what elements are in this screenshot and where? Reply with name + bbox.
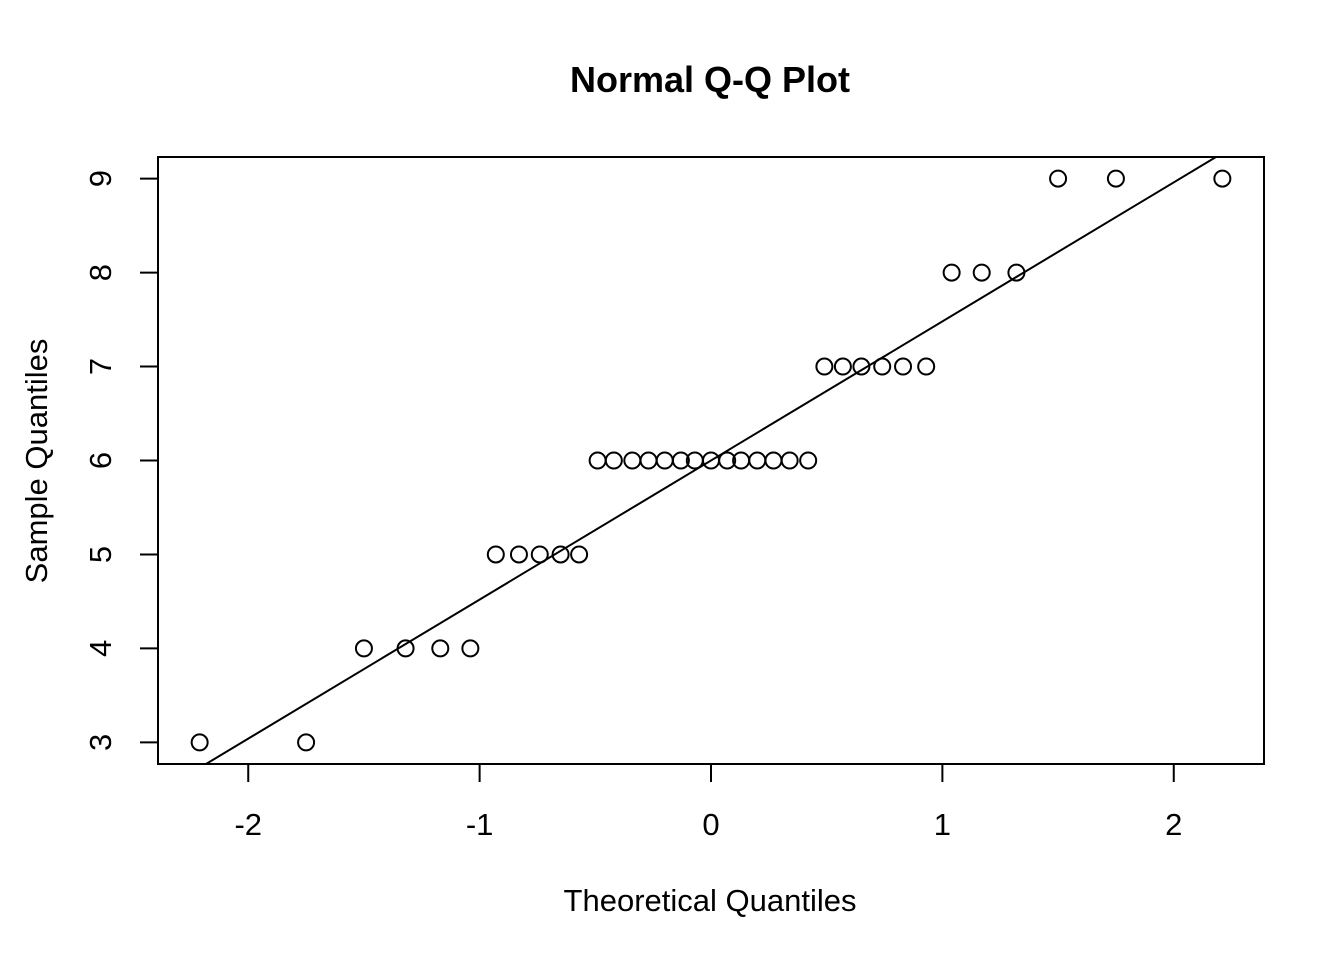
- y-tick-label: 4: [83, 640, 118, 657]
- data-point: [1049, 169, 1068, 188]
- data-point: [833, 357, 852, 376]
- qq-reference-line: [204, 157, 1218, 764]
- data-point: [671, 451, 690, 470]
- data-point: [570, 545, 589, 564]
- x-tick-label: 2: [1165, 807, 1182, 842]
- y-tick-label: 7: [83, 358, 118, 375]
- data-point: [190, 733, 209, 752]
- data-point: [655, 451, 674, 470]
- data-point: [815, 357, 834, 376]
- data-point: [639, 451, 658, 470]
- y-axis-label: Sample Quantiles: [19, 339, 54, 584]
- data-point: [588, 451, 607, 470]
- data-point: [604, 451, 623, 470]
- y-tick-label: 9: [83, 170, 118, 187]
- data-point: [718, 451, 737, 470]
- y-tick-label: 5: [83, 546, 118, 563]
- x-tick-label: -1: [466, 807, 494, 842]
- x-tick-label: 0: [702, 807, 719, 842]
- data-point: [623, 451, 642, 470]
- data-point: [551, 545, 570, 564]
- plot-area: [190, 157, 1232, 764]
- y-tick-label: 3: [83, 734, 118, 751]
- y-tick-label: 6: [83, 452, 118, 469]
- x-axis-label: Theoretical Quantiles: [564, 883, 857, 918]
- data-point: [1213, 169, 1232, 188]
- y-axis: 3 4 5 6 7 8 9: [83, 170, 159, 751]
- data-point: [1007, 263, 1026, 282]
- x-tick-label: 1: [934, 807, 951, 842]
- data-point: [431, 639, 450, 658]
- data-point: [894, 357, 913, 376]
- data-point: [972, 263, 991, 282]
- data-point: [799, 451, 818, 470]
- data-point: [917, 357, 936, 376]
- chart-title: Normal Q-Q Plot: [570, 59, 850, 100]
- y-tick-label: 8: [83, 264, 118, 281]
- x-axis: -2 -1 0 1 2: [234, 763, 1182, 842]
- data-point: [748, 451, 767, 470]
- data-point: [530, 545, 549, 564]
- data-point: [873, 357, 892, 376]
- data-point: [354, 639, 373, 658]
- data-point: [852, 357, 871, 376]
- data-point: [396, 639, 415, 658]
- data-point: [297, 733, 316, 752]
- data-point: [942, 263, 961, 282]
- data-point: [780, 451, 799, 470]
- data-point: [461, 639, 480, 658]
- data-point: [764, 451, 783, 470]
- data-point: [1106, 169, 1125, 188]
- data-point: [486, 545, 505, 564]
- x-tick-label: -2: [234, 807, 262, 842]
- data-point: [509, 545, 528, 564]
